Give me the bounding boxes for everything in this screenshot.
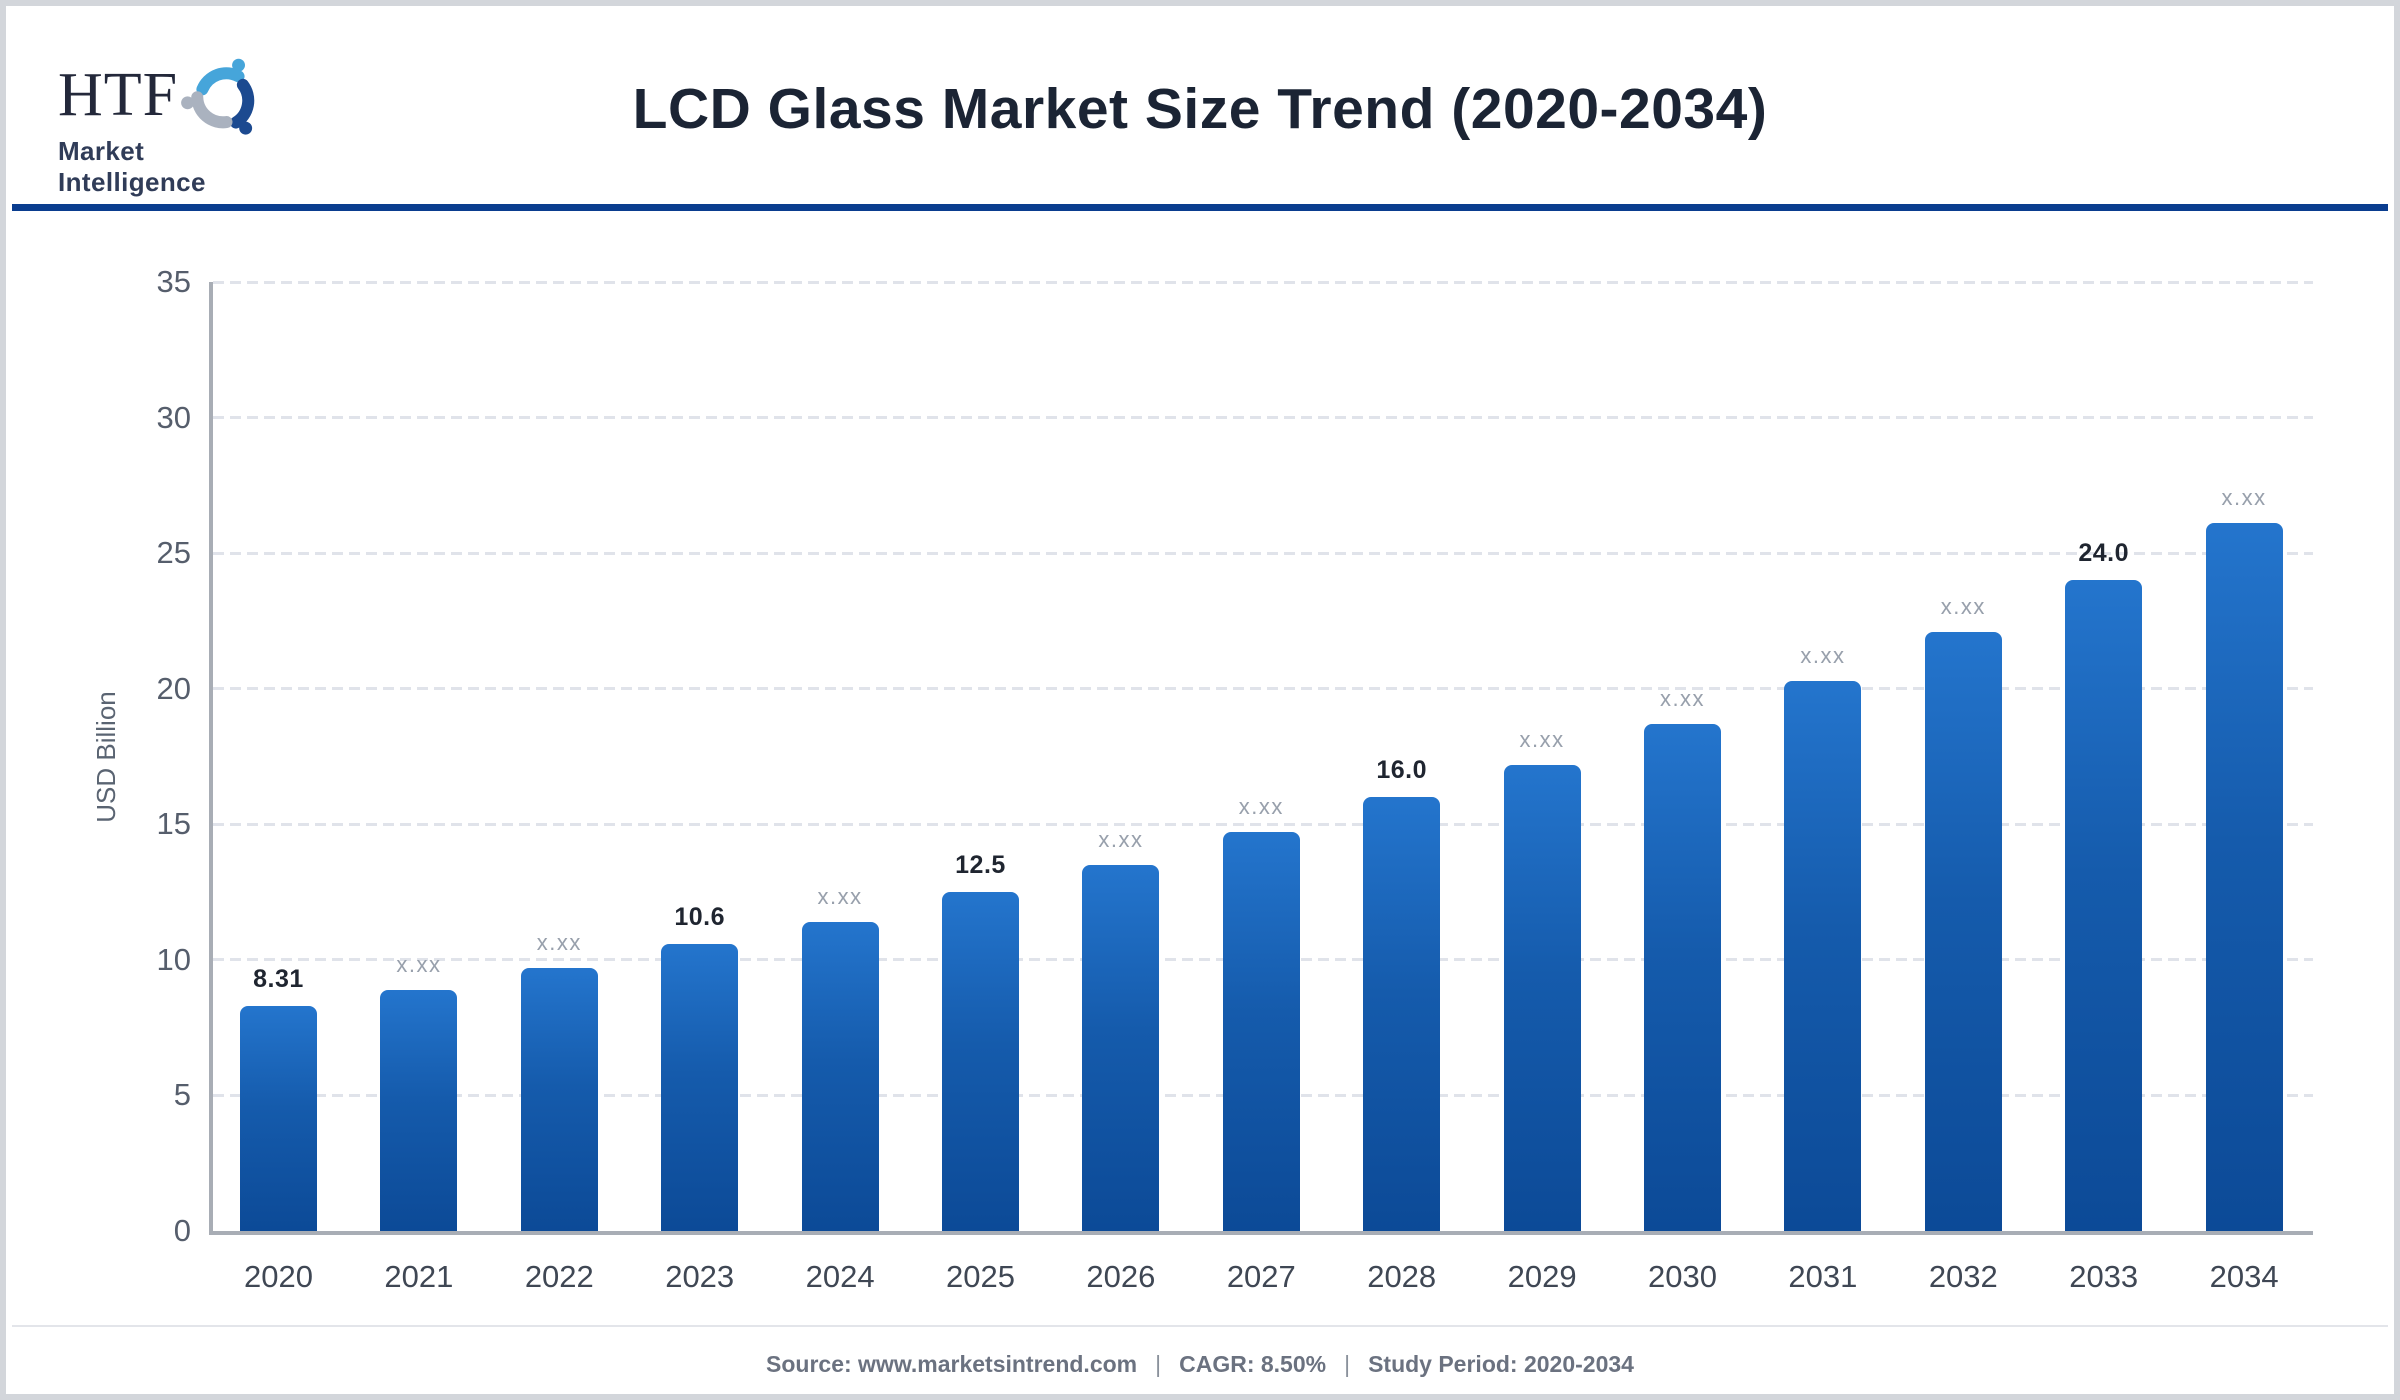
- bar-value-label-2022: x.xx: [536, 930, 582, 955]
- bar-2033: [2065, 580, 2143, 1231]
- htf-logo-text: HTF: [58, 61, 179, 129]
- x-tick-2030: 2030: [1648, 1259, 1717, 1294]
- y-tick-15: 15: [156, 806, 191, 842]
- footer-divider: [12, 1325, 2388, 1327]
- x-tick-2024: 2024: [805, 1259, 875, 1294]
- bar-2023: [661, 943, 739, 1231]
- htf-logo-swirl-icon: [181, 58, 255, 135]
- x-tick-2027: 2027: [1226, 1259, 1296, 1294]
- bar-2034: [2205, 523, 2283, 1231]
- bar-value-label-2031: x.xx: [1800, 642, 1846, 668]
- bar-2022: [520, 968, 598, 1231]
- htf-logo-row: HTF: [58, 52, 268, 140]
- page-title: LCD Glass Market Size Trend (2020-2034): [632, 77, 1768, 141]
- footer-separator: |: [1344, 1351, 1351, 1377]
- x-tick-2022: 2022: [524, 1259, 594, 1294]
- bar-2027: [1222, 832, 1300, 1231]
- plot-area: 0 5 10 15 20 25 30 35 8.31 2020 x.xx 2021 x.xx 2022 10…: [157, 265, 2313, 1294]
- y-tick-30: 30: [156, 399, 191, 435]
- gridline-30: [213, 416, 2313, 420]
- y-axis-title: USD Billion: [91, 691, 121, 823]
- bar-2021: [380, 989, 458, 1231]
- x-tick-2033: 2033: [2069, 1259, 2139, 1294]
- bar-value-label-2028: 16.0: [1376, 756, 1428, 785]
- x-tick-2032: 2032: [1928, 1259, 1998, 1294]
- y-tick-5: 5: [173, 1077, 191, 1113]
- bar-value-label-2025: 12.5: [955, 851, 1006, 880]
- htf-logo: HTF Market Intelligence: [58, 52, 268, 198]
- bar-2026: [1082, 864, 1160, 1231]
- y-tick-20: 20: [156, 670, 191, 706]
- bar-value-label-2021: x.xx: [396, 951, 442, 977]
- x-tick-2031: 2031: [1788, 1259, 1858, 1294]
- bar-2028: [1363, 797, 1441, 1231]
- x-tick-2029: 2029: [1507, 1259, 1577, 1294]
- bar-value-label-2026: x.xx: [1098, 826, 1144, 852]
- gridline-15: [213, 822, 2313, 826]
- bar-value-label-2024: x.xx: [817, 883, 863, 909]
- x-tick-2021: 2021: [384, 1259, 454, 1294]
- x-tick-2028: 2028: [1367, 1259, 1437, 1294]
- x-tick-2025: 2025: [946, 1259, 1015, 1294]
- bar-2031: [1784, 680, 1862, 1231]
- bar-value-label-2034: x.xx: [2221, 485, 2267, 511]
- x-axis-line: [209, 1231, 2313, 1235]
- bar-value-label-2030: x.xx: [1659, 685, 1706, 711]
- bar-2029: [1503, 764, 1581, 1231]
- htf-logo-subtext: Market Intelligence: [58, 136, 206, 197]
- bar-2032: [1924, 631, 2002, 1231]
- bar-value-label-2023: 10.6: [674, 902, 726, 931]
- x-tick-2023: 2023: [665, 1259, 735, 1294]
- gridline-25: [213, 551, 2313, 555]
- bar-value-label-2032: x.xx: [1940, 593, 1986, 619]
- bar-2025: [942, 892, 1019, 1231]
- x-tick-2026: 2026: [1086, 1259, 1156, 1294]
- footer-separator: |: [1155, 1351, 1162, 1377]
- footer-study-period: Study Period: 2020-2034: [1368, 1351, 1634, 1377]
- footer: Source: www.marketsintrend.com | CAGR: 8.5…: [6, 1349, 2394, 1379]
- x-tick-2020: 2020: [244, 1259, 313, 1294]
- bar-2030: [1644, 723, 1721, 1231]
- y-axis-line: [209, 282, 213, 1231]
- y-tick-35: 35: [156, 264, 191, 299]
- y-tick-0: 0: [173, 1213, 191, 1248]
- x-tick-2034: 2034: [2209, 1259, 2279, 1294]
- gridline-35: [213, 280, 2313, 284]
- bar-value-label-2033: 24.0: [2078, 539, 2130, 568]
- footer-cagr: CAGR: 8.50%: [1179, 1351, 1327, 1377]
- y-tick-25: 25: [156, 535, 191, 571]
- bar-2024: [801, 921, 879, 1231]
- header-divider: [12, 204, 2388, 211]
- bar-value-label-2027: x.xx: [1238, 794, 1284, 820]
- bar-value-label-2020: 8.31: [253, 964, 304, 993]
- gridline-20: [213, 687, 2313, 691]
- footer-source: Source: www.marketsintrend.com: [766, 1351, 1138, 1377]
- bar-2020: [240, 1005, 317, 1231]
- y-tick-10: 10: [156, 941, 191, 977]
- bar-value-label-2029: x.xx: [1519, 726, 1565, 752]
